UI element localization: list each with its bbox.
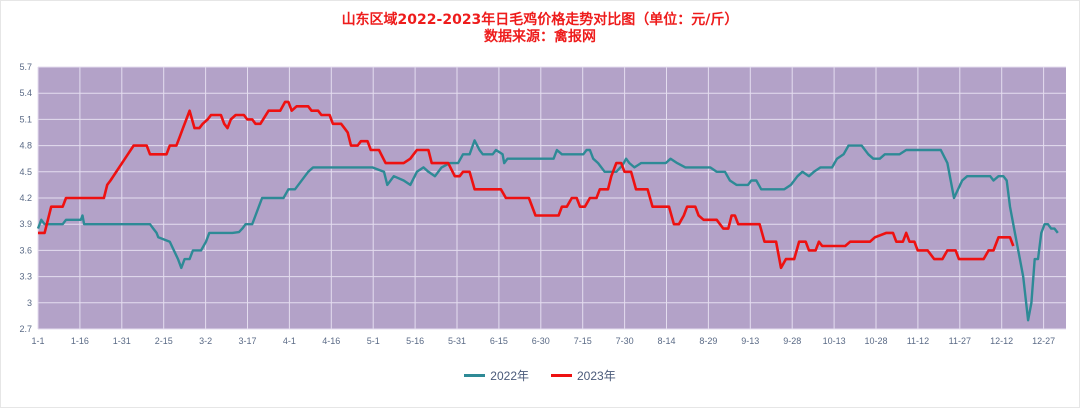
y-tick-label: 2.7 — [19, 324, 32, 334]
x-tick-label: 6-15 — [490, 336, 508, 346]
y-tick-label: 4.2 — [19, 193, 32, 203]
y-tick-label: 4.5 — [19, 167, 32, 177]
x-tick-label: 12-27 — [1032, 336, 1055, 346]
x-tick-label: 1-31 — [113, 336, 131, 346]
x-tick-label: 4-16 — [322, 336, 340, 346]
legend-swatch-2023 — [551, 374, 572, 377]
y-tick-label: 3.3 — [19, 272, 32, 282]
legend-label-2023: 2023年 — [577, 369, 616, 383]
x-tick-label: 5-31 — [448, 336, 466, 346]
y-axis: 2.7 3 3.3 3.6 3.9 4.2 4.5 4.8 5.1 5.4 5.7 — [19, 62, 32, 334]
legend-swatch-2022 — [464, 374, 486, 377]
x-tick-label: 1-1 — [31, 336, 44, 346]
chart-subtitle: 数据来源：禽报网 — [484, 29, 596, 45]
x-tick-label: 8-14 — [657, 336, 675, 346]
x-tick-label: 1-16 — [71, 336, 89, 346]
y-tick-label: 3.6 — [19, 245, 32, 255]
y-tick-label: 3.9 — [19, 219, 32, 229]
x-tick-label: 10-13 — [823, 336, 846, 346]
series-line-2023年 — [38, 100, 1015, 270]
x-tick-label: 11-27 — [949, 336, 971, 346]
x-tick-label: 3-17 — [238, 336, 256, 346]
x-tick-label: 11-12 — [907, 336, 929, 346]
y-tick-label: 5.1 — [19, 114, 32, 124]
x-tick-label: 3-2 — [199, 336, 212, 346]
x-tick-label: 5-16 — [406, 336, 424, 346]
y-tick-label: 4.8 — [19, 141, 32, 151]
chart-title: 山东区域2022-2023年日毛鸡价格走势对比图（单位：元/斤） — [341, 12, 739, 28]
y-tick-label: 5.4 — [19, 88, 32, 98]
x-axis: 1-1 1-16 1-31 2-15 3-2 3-17 4-1 4-16 5-1 5-16 5-31… — [31, 336, 1055, 346]
gridlines — [37, 66, 1066, 330]
x-tick-label: 7-15 — [574, 336, 592, 346]
x-tick-label: 8-29 — [699, 336, 717, 346]
legend-item-2023[interactable]: 2023年 — [551, 367, 616, 384]
x-tick-label: 9-28 — [783, 336, 801, 346]
legend-item-2022[interactable]: 2022年 — [464, 367, 529, 384]
series-lines — [36, 100, 1059, 322]
x-tick-label: 9-13 — [741, 336, 759, 346]
x-tick-label: 7-30 — [616, 336, 634, 346]
x-tick-label: 6-30 — [532, 336, 550, 346]
y-tick-label: 5.7 — [19, 62, 32, 72]
legend: 2022年 2023年 — [0, 367, 1080, 384]
x-tick-label: 4-1 — [283, 336, 296, 346]
x-tick-label: 5-1 — [367, 336, 380, 346]
x-tick-label: 10-28 — [864, 336, 887, 346]
legend-label-2022: 2022年 — [490, 369, 529, 383]
y-tick-label: 3 — [27, 298, 32, 308]
x-tick-label: 2-15 — [155, 336, 173, 346]
series-line-2022年 — [36, 139, 1059, 322]
x-tick-label: 12-12 — [990, 336, 1013, 346]
